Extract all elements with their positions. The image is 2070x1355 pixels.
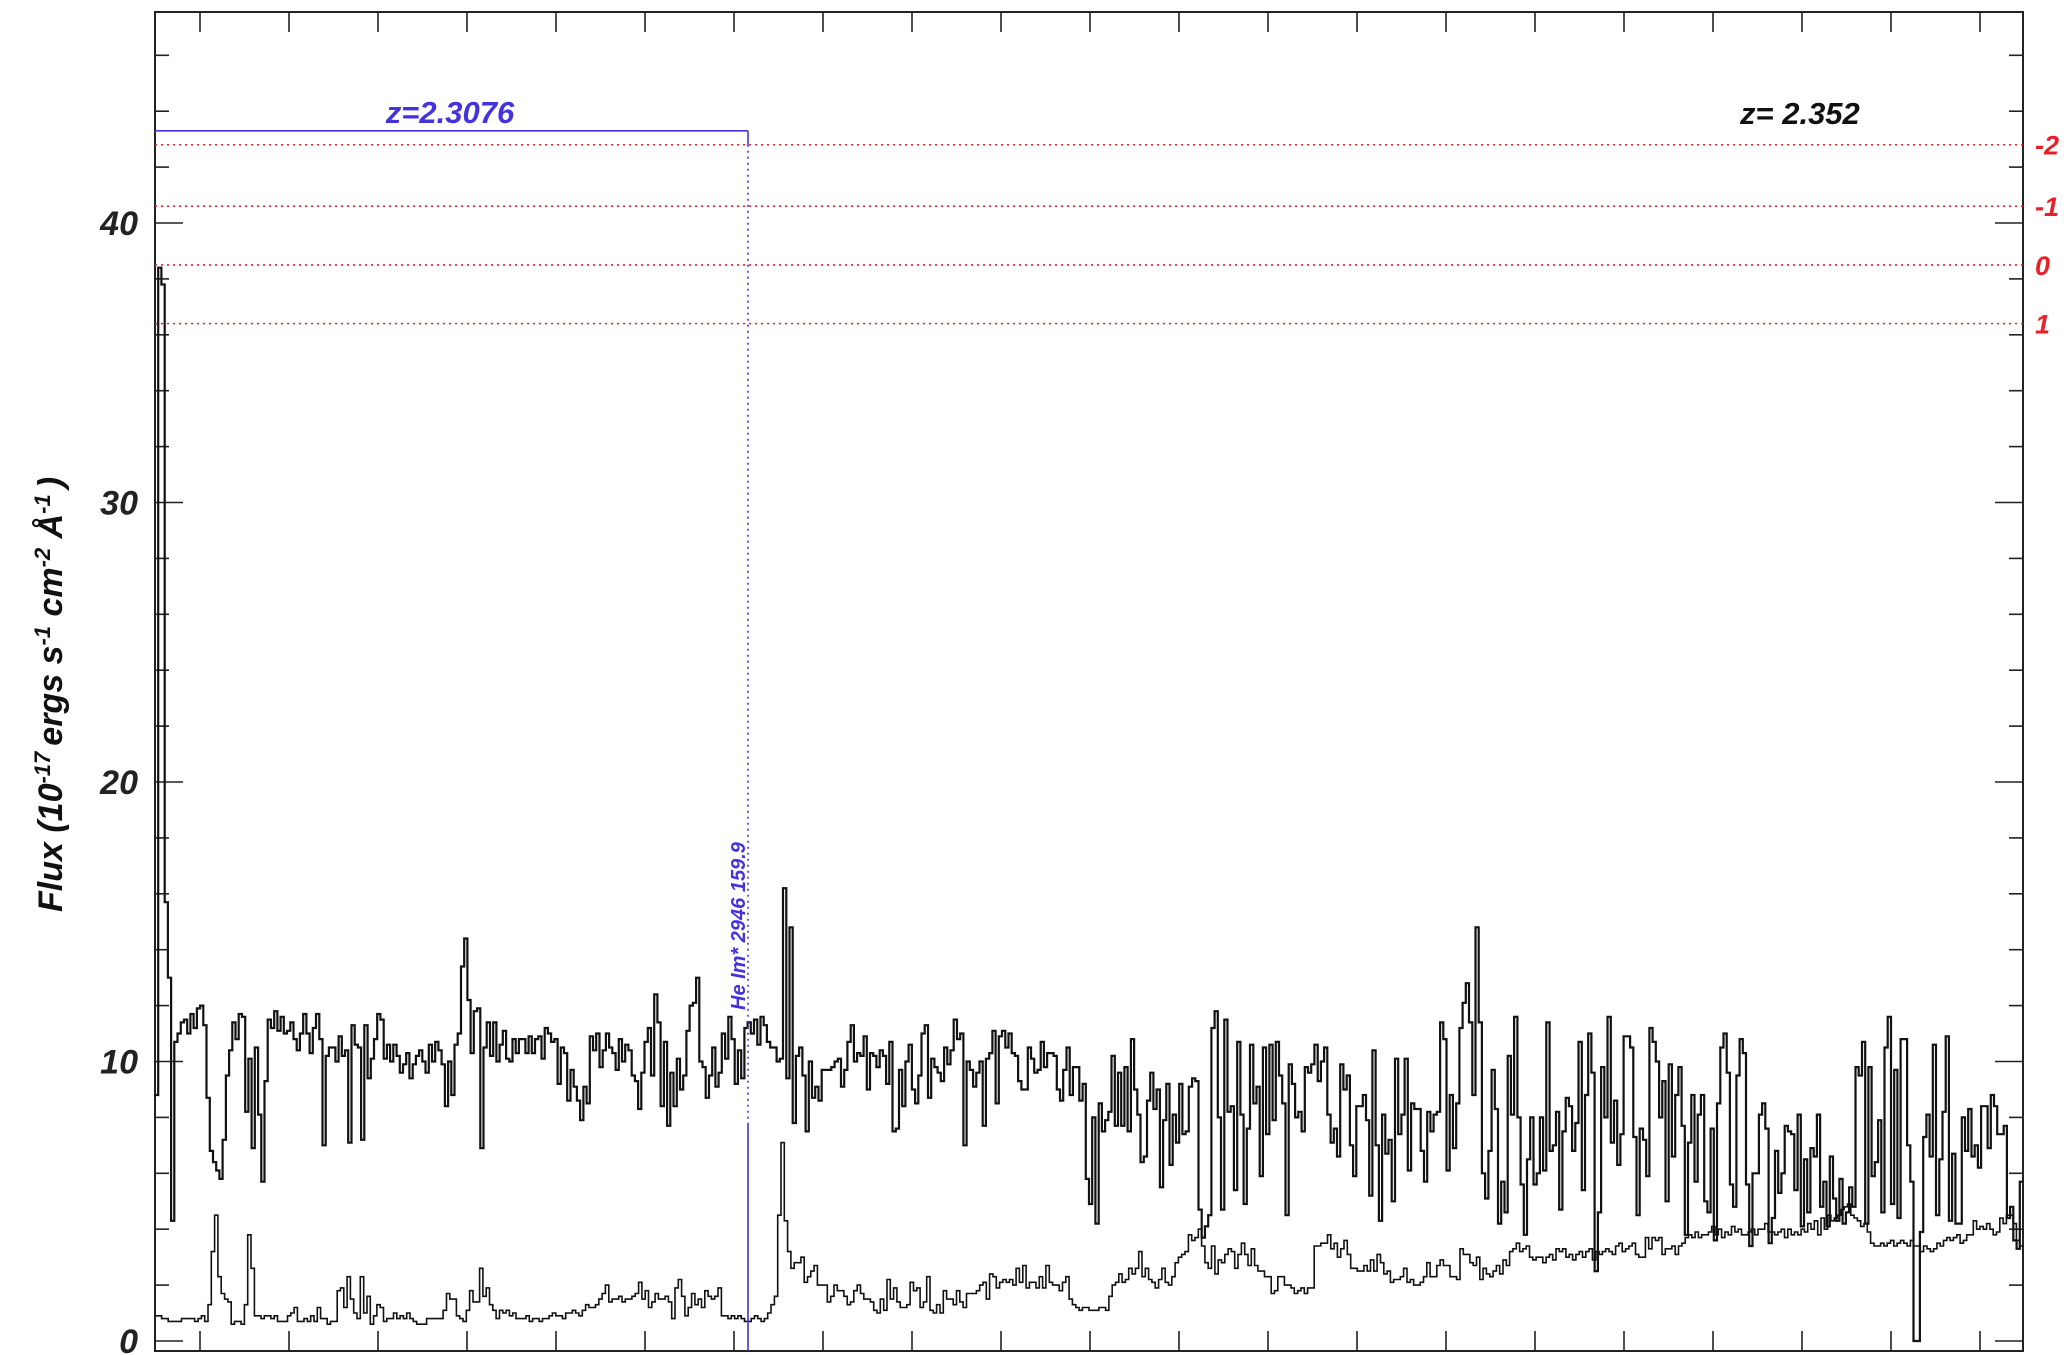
y-axis-label-exp3: -2 bbox=[30, 547, 55, 567]
error-series bbox=[155, 1141, 2023, 1325]
y-axis-label-mid2: cm bbox=[32, 567, 70, 626]
level-lines: -2 -1 0 1 bbox=[155, 131, 2059, 340]
level-line-label: 0 bbox=[2035, 251, 2050, 281]
y-tick-labels: 0 10 20 30 40 bbox=[99, 205, 138, 1355]
level-line-label: 1 bbox=[2035, 310, 2050, 340]
y-tick-label: 0 bbox=[119, 1323, 138, 1355]
y-axis-label-mid1: ergs s bbox=[32, 646, 70, 746]
level-line-label: -2 bbox=[2035, 131, 2059, 161]
level-line-label: -1 bbox=[2035, 192, 2059, 222]
system-marker: z=2.3076 He Im* 2946 159.9 bbox=[155, 95, 750, 1351]
system-redshift-label: z=2.3076 bbox=[385, 95, 515, 130]
series-layer bbox=[155, 266, 2023, 1343]
axis-ticks bbox=[155, 12, 2023, 1351]
flux-series bbox=[155, 266, 2023, 1343]
y-tick-label: 30 bbox=[100, 485, 138, 523]
y-axis-label-prefix: Flux (10 bbox=[32, 783, 70, 912]
y-axis-label: Flux (10-17ergs s-1 cm-2 Å-1) bbox=[30, 477, 71, 912]
y-axis-label-exp1: -17 bbox=[30, 750, 55, 784]
y-axis-label-suffix: ) bbox=[32, 477, 70, 491]
y-axis-label-mid3: Å bbox=[32, 514, 70, 548]
y-axis-label-exp4: -1 bbox=[30, 494, 55, 514]
line-annotation: He Im* 2946 159.9 bbox=[728, 841, 750, 1010]
redshift-label: z= 2.352 bbox=[1739, 96, 1860, 131]
y-tick-label: 20 bbox=[99, 764, 138, 802]
y-tick-label: 10 bbox=[100, 1044, 138, 1082]
y-axis-label-exp2: -1 bbox=[30, 626, 55, 646]
plot-frame bbox=[154, 11, 2024, 1352]
y-tick-label: 40 bbox=[99, 205, 138, 243]
